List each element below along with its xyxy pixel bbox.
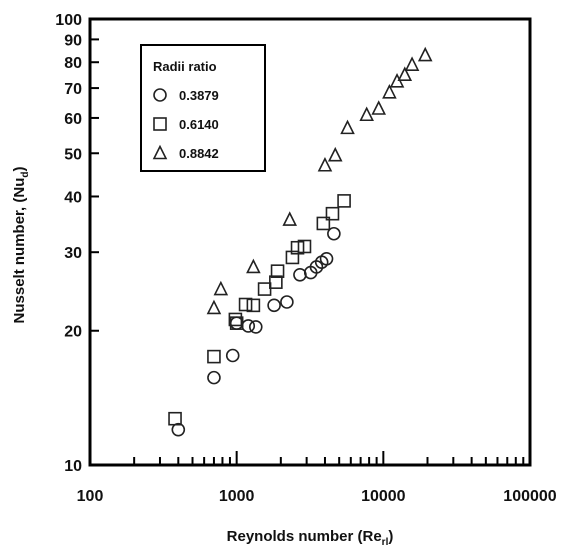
data-point [270, 264, 285, 278]
data-point [319, 251, 334, 266]
x-axis-title: Reynolds number (Rerl) [227, 528, 394, 548]
y-axis-title-main: Nusselt number, (Nu [11, 178, 28, 324]
y-tick-label: 10 [64, 458, 82, 475]
y-axis-title: Nusselt number, (Nud) [11, 167, 31, 324]
y-tick-label: 70 [64, 81, 82, 98]
legend-marker-circle [153, 88, 167, 102]
data-point [285, 250, 300, 265]
data-point [397, 66, 413, 82]
data-point [238, 297, 253, 312]
data-point [340, 119, 355, 135]
y-axis-title-close: ) [11, 167, 28, 172]
data-point [316, 216, 331, 231]
y-tick-label: 90 [64, 32, 82, 49]
y-tick-label: 50 [64, 146, 82, 163]
x-tick-label: 100 [77, 488, 104, 505]
data-point [327, 226, 341, 241]
data-point [171, 422, 186, 437]
data-point [207, 370, 221, 385]
x-axis-title-subscript: rl [382, 537, 389, 548]
data-point [225, 348, 240, 363]
legend-marker-square [153, 117, 167, 131]
y-tick-label: 100 [55, 12, 82, 29]
plot-frame [88, 17, 532, 467]
y-axis-title-subscript: d [20, 172, 31, 178]
data-point [168, 411, 182, 426]
data-point [282, 211, 298, 226]
data-point [269, 275, 283, 289]
data-point [248, 320, 263, 334]
data-point [404, 56, 420, 71]
data-point [325, 206, 340, 221]
data-point [246, 258, 261, 274]
data-point [327, 146, 343, 162]
tick-labels: 100 1000 10000 100000 10 20 30 40 50 60 70 80 90 100 [55, 12, 557, 505]
data-point [417, 46, 433, 62]
series-triangle [206, 46, 433, 315]
x-tick-label: 100000 [503, 488, 556, 505]
data-point [267, 298, 281, 313]
series-square [168, 194, 351, 426]
series-circle [171, 226, 341, 437]
data-point [206, 299, 222, 315]
legend-title: Radii ratio [153, 59, 217, 74]
data-point [257, 282, 272, 296]
data-point [229, 316, 244, 330]
data-point [228, 312, 243, 327]
y-tick-label: 20 [64, 324, 82, 341]
y-tick-label: 80 [64, 55, 82, 72]
data-point [382, 83, 397, 99]
data-point [297, 239, 312, 254]
x-tick-label: 10000 [361, 488, 406, 505]
legend-marker-triangle [152, 144, 168, 160]
data-point [317, 156, 333, 172]
legend-items: 0.3879 0.6140 0.8842 [152, 88, 219, 161]
data-point [337, 194, 351, 208]
data-points [168, 46, 433, 437]
legend: Radii ratio 0.3879 0.6140 0.8842 [140, 44, 266, 172]
data-point [207, 349, 221, 364]
data-point [359, 106, 374, 122]
data-point [213, 280, 229, 296]
data-point [293, 267, 307, 282]
y-tick-label: 60 [64, 111, 82, 128]
x-axis-title-close: ) [388, 528, 393, 545]
data-point [371, 100, 387, 115]
data-point [290, 240, 305, 255]
legend-label: 0.6140 [179, 117, 219, 132]
y-tick-label: 30 [64, 245, 82, 262]
x-tick-label: 1000 [219, 488, 255, 505]
legend-label: 0.8842 [179, 146, 219, 161]
legend-label: 0.3879 [179, 88, 219, 103]
data-point [280, 295, 294, 309]
y-tick-label: 40 [64, 189, 82, 206]
data-point [246, 298, 261, 313]
x-axis-title-main: Reynolds number (Re [227, 528, 382, 545]
